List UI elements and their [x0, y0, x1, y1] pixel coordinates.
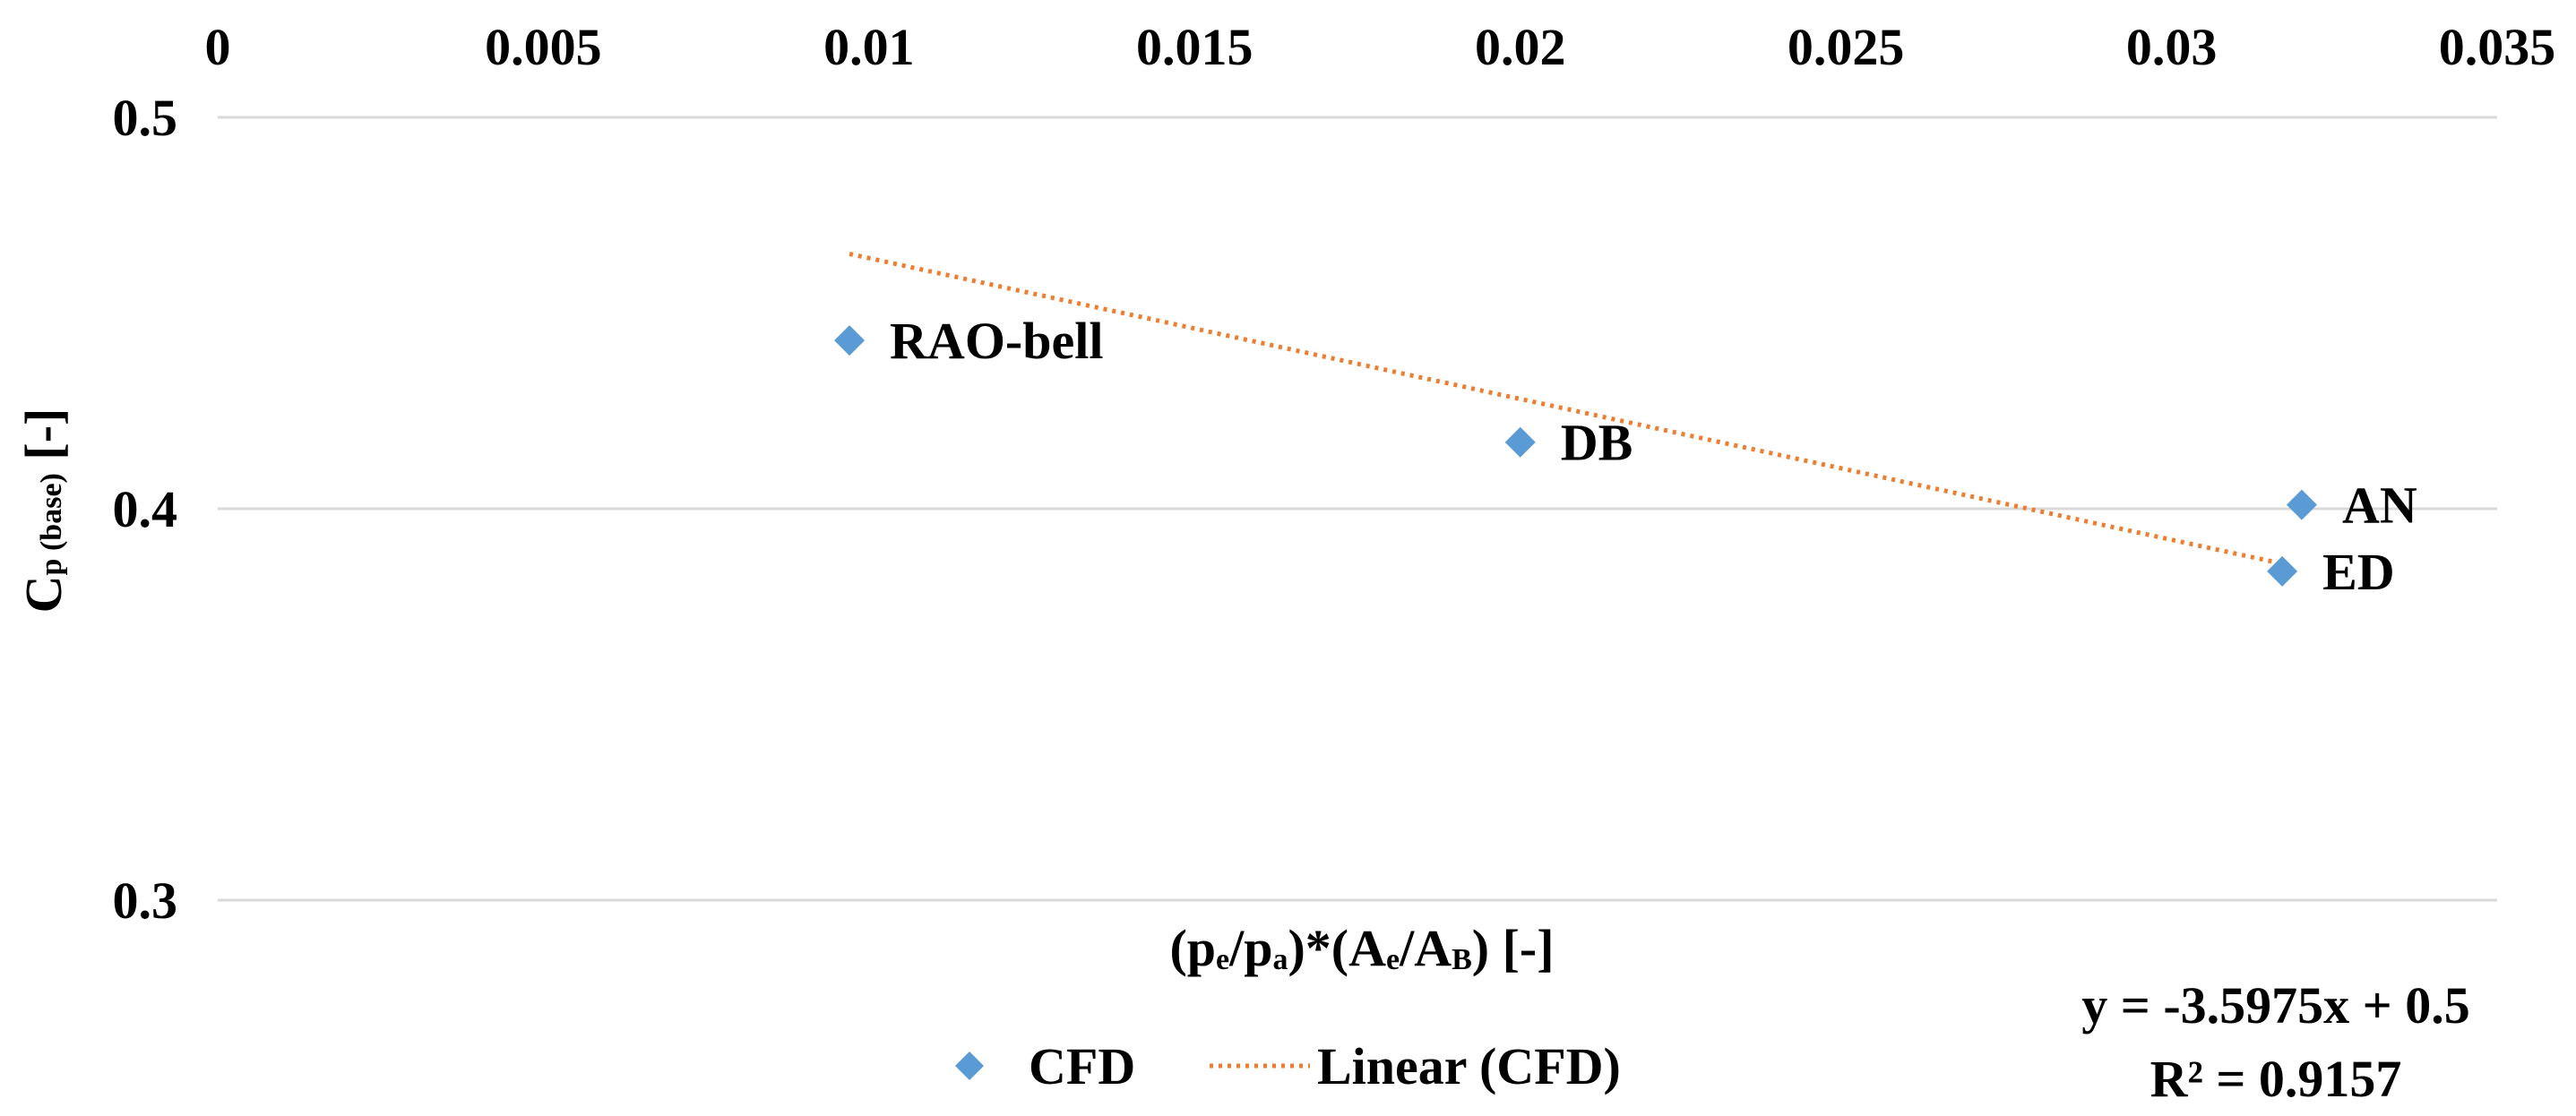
x-tick-label: 0.005: [485, 18, 602, 76]
trendline-equation-text: y = -3.5975x + 0.5: [2081, 976, 2469, 1034]
x-tick-label: 0.035: [2439, 18, 2556, 76]
data-points: [834, 325, 2317, 587]
legend-trendline-label: Linear (CFD): [1317, 1037, 1621, 1095]
data-point-db: [1504, 426, 1536, 458]
legend-cfd-label: CFD: [1029, 1037, 1135, 1095]
x-tick-label: 0.025: [1788, 18, 1905, 76]
x-axis-title: (pe/pa)*(Ae/AB) [-]: [1169, 919, 1554, 977]
data-label-db: DB: [1561, 414, 1633, 472]
trendline-equation: y = -3.5975x + 0.5 R² = 0.9157: [2081, 976, 2469, 1108]
y-axis-ticks: 0.5 0.4 0.3: [113, 89, 178, 930]
trendline-r-squared: R² = 0.9157: [2150, 1050, 2402, 1108]
y-tick-label: 0.4: [113, 480, 178, 538]
data-labels: RAO-bell DB AN ED: [890, 312, 2417, 601]
x-axis-ticks: 0 0.005 0.01 0.015 0.02 0.025 0.03 0.035: [205, 18, 2556, 76]
trendline-layer: [849, 252, 2283, 566]
data-point-ed: [2267, 555, 2298, 587]
data-label-an: AN: [2342, 476, 2417, 535]
legend-cfd-marker: [955, 1052, 984, 1080]
data-point-rao-bell: [834, 325, 866, 356]
data-point-an: [2286, 489, 2317, 520]
x-tick-label: 0.02: [1475, 18, 1566, 76]
legend: CFD Linear (CFD): [955, 1037, 1621, 1095]
data-label-rao-bell: RAO-bell: [890, 312, 1103, 370]
gridlines: [218, 116, 2497, 902]
y-tick-label: 0.5: [113, 89, 178, 147]
y-axis-title: Cp (base) [-]: [14, 408, 73, 614]
x-tick-label: 0.015: [1136, 18, 1254, 76]
x-tick-label: 0.01: [823, 18, 915, 76]
y-tick-label: 0.3: [113, 871, 178, 930]
trendline: [849, 252, 2283, 566]
x-tick-label: 0: [205, 18, 231, 76]
x-tick-label: 0.03: [2126, 18, 2218, 76]
data-label-ed: ED: [2322, 543, 2395, 601]
